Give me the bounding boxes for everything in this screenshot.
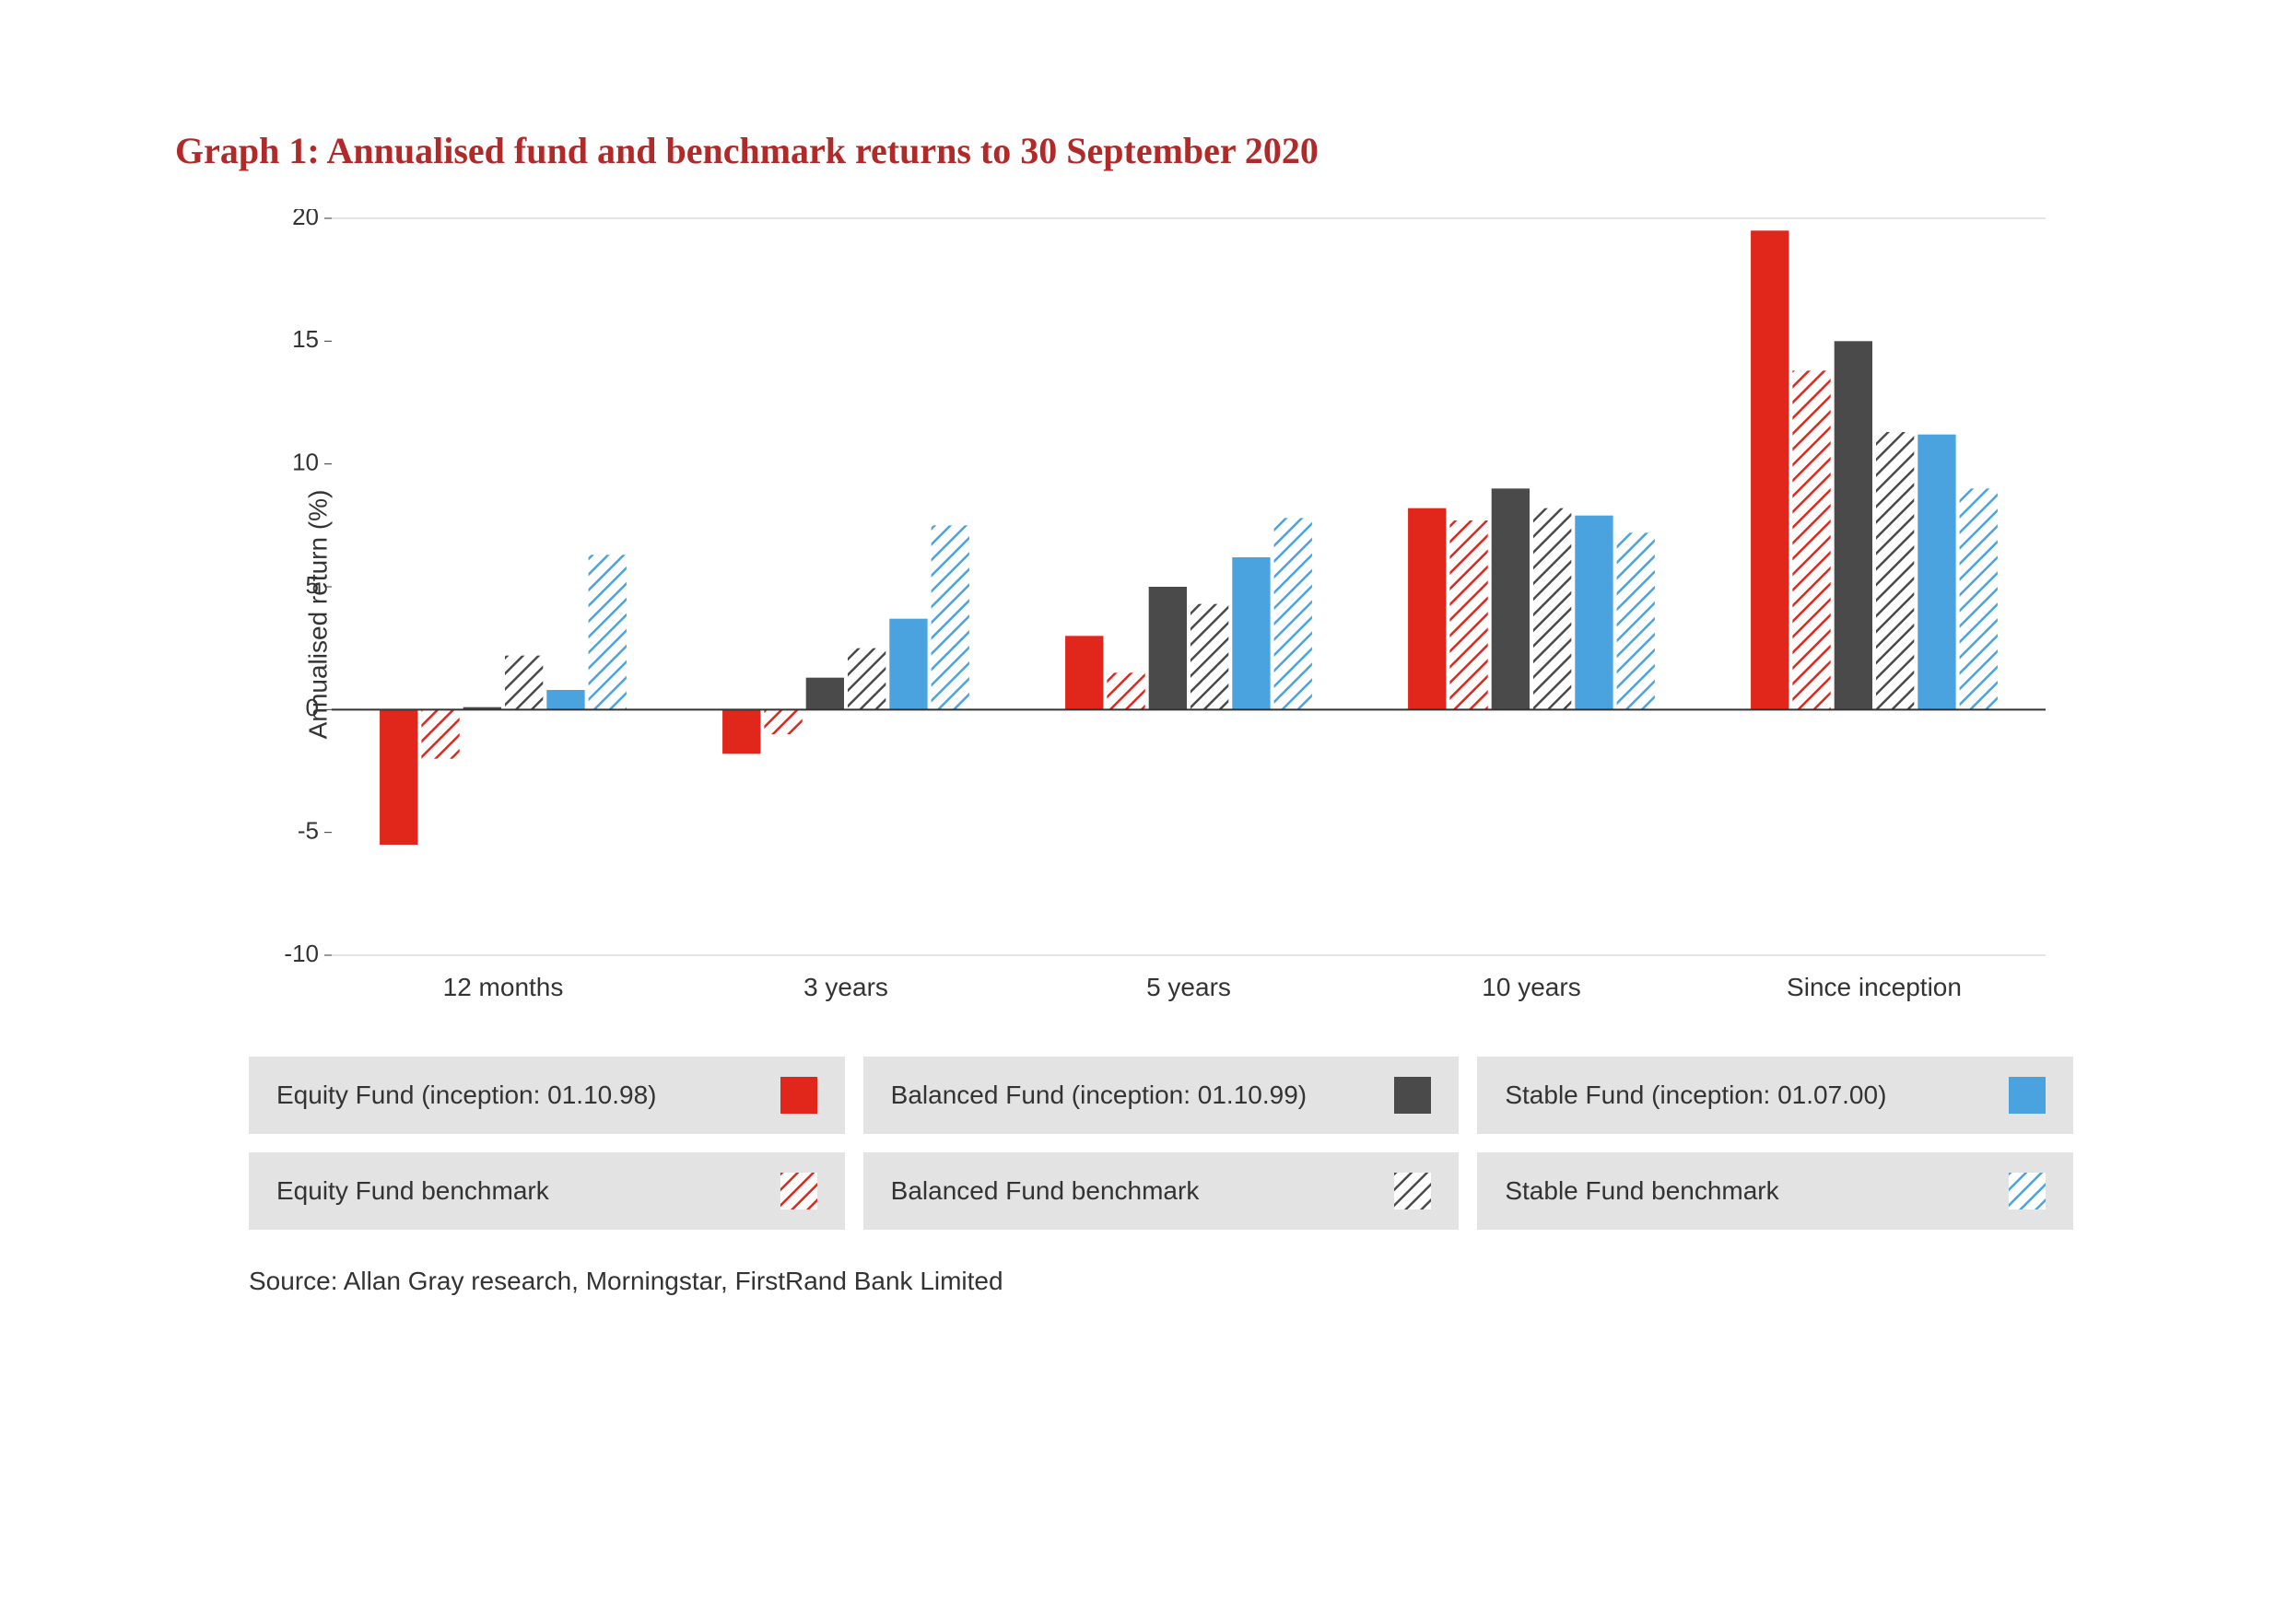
legend-item: Stable Fund (inception: 01.07.00) bbox=[1477, 1057, 2073, 1134]
chart-area: Annualised return (%) -10-50510152012 mo… bbox=[249, 209, 2112, 1020]
bar bbox=[1274, 518, 1312, 709]
y-tick-label: 10 bbox=[292, 449, 319, 476]
legend-label: Equity Fund (inception: 01.10.98) bbox=[276, 1081, 656, 1110]
legend-label: Balanced Fund (inception: 01.10.99) bbox=[891, 1081, 1307, 1110]
legend-item: Equity Fund benchmark bbox=[249, 1152, 845, 1230]
bar bbox=[380, 709, 417, 845]
bar bbox=[589, 555, 627, 709]
legend-label: Equity Fund benchmark bbox=[276, 1176, 549, 1206]
bar bbox=[764, 709, 802, 734]
bar bbox=[505, 656, 543, 710]
y-axis-label: Annualised return (%) bbox=[303, 490, 333, 740]
bar bbox=[1617, 532, 1655, 709]
bar bbox=[1918, 435, 1955, 710]
legend-label: Balanced Fund benchmark bbox=[891, 1176, 1200, 1206]
bar bbox=[1792, 370, 1830, 709]
bar-chart-svg: -10-50510152012 months3 years5 years10 y… bbox=[249, 209, 2073, 1020]
legend-swatch bbox=[780, 1173, 817, 1209]
bar bbox=[546, 690, 584, 709]
chart-title: Graph 1: Annualised fund and benchmark r… bbox=[175, 129, 2112, 172]
legend-row: Equity Fund (inception: 01.10.98) Balance… bbox=[249, 1057, 2073, 1134]
legend-label: Stable Fund benchmark bbox=[1505, 1176, 1778, 1206]
category-label: 10 years bbox=[1482, 973, 1580, 1001]
legend-item: Balanced Fund benchmark bbox=[863, 1152, 1460, 1230]
bar bbox=[1960, 488, 1998, 709]
legend-swatch bbox=[1394, 1173, 1431, 1209]
bar bbox=[421, 709, 459, 758]
bar bbox=[1232, 557, 1270, 709]
bar bbox=[1533, 508, 1571, 710]
category-label: Since inception bbox=[1787, 973, 1962, 1001]
chart-page: Graph 1: Annualised fund and benchmark r… bbox=[0, 0, 2287, 1624]
legend: Equity Fund (inception: 01.10.98) Balance… bbox=[249, 1057, 2073, 1230]
legend-swatch bbox=[2009, 1173, 2046, 1209]
bar bbox=[848, 648, 885, 710]
bar bbox=[1190, 604, 1228, 710]
legend-swatch bbox=[2009, 1077, 2046, 1114]
bar bbox=[1449, 520, 1487, 709]
y-tick-label: 20 bbox=[292, 209, 319, 230]
bar bbox=[1835, 341, 1872, 709]
source-note: Source: Allan Gray research, Morningstar… bbox=[249, 1267, 2112, 1296]
y-tick-label: -5 bbox=[298, 817, 319, 845]
bar bbox=[1876, 432, 1914, 709]
category-label: 3 years bbox=[803, 973, 888, 1001]
bar bbox=[722, 709, 760, 754]
bar bbox=[932, 525, 969, 709]
bar bbox=[1065, 636, 1103, 709]
category-label: 5 years bbox=[1146, 973, 1231, 1001]
bar bbox=[1149, 587, 1187, 709]
bar bbox=[1575, 516, 1613, 710]
y-tick-label: 15 bbox=[292, 325, 319, 353]
bar bbox=[1107, 672, 1144, 709]
bar bbox=[806, 678, 844, 710]
legend-swatch bbox=[780, 1077, 817, 1114]
bar bbox=[1492, 488, 1530, 709]
category-label: 12 months bbox=[443, 973, 564, 1001]
legend-item: Equity Fund (inception: 01.10.98) bbox=[249, 1057, 845, 1134]
y-tick-label: -10 bbox=[284, 940, 319, 967]
legend-item: Stable Fund benchmark bbox=[1477, 1152, 2073, 1230]
legend-item: Balanced Fund (inception: 01.10.99) bbox=[863, 1057, 1460, 1134]
bar bbox=[1751, 230, 1789, 709]
bar bbox=[889, 619, 927, 710]
legend-row: Equity Fund benchmark Balanced Fund bench… bbox=[249, 1152, 2073, 1230]
legend-swatch bbox=[1394, 1077, 1431, 1114]
legend-label: Stable Fund (inception: 01.07.00) bbox=[1505, 1081, 1886, 1110]
bar bbox=[1408, 508, 1446, 710]
